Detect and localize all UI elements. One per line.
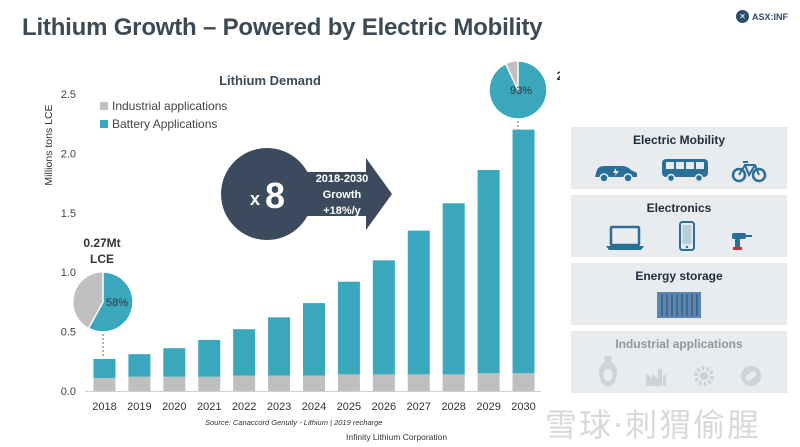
bar-industrial [337, 374, 360, 391]
panel-title: Electronics [646, 201, 712, 215]
y-tick-label: 2.0 [61, 148, 76, 160]
growth-multiplier: 8 [265, 175, 285, 216]
bar-industrial [442, 374, 465, 391]
bar-battery [477, 170, 500, 374]
growth-rate: +18%/y [323, 205, 361, 217]
asx-badge-label: ASX:INF [752, 11, 788, 22]
car-icon [594, 166, 637, 183]
slide-title: Lithium Growth – Powered by Electric Mob… [22, 14, 543, 41]
x-tick-label: 2024 [302, 401, 326, 413]
bar-industrial [407, 374, 430, 391]
growth-period: 2018-2030 [316, 173, 369, 185]
laptop-icon [605, 225, 644, 250]
bar-battery [128, 354, 151, 377]
x-tick-label: 2030 [511, 401, 535, 413]
asx-logo-icon: ✕ [736, 10, 749, 23]
growth-prefix: x [250, 189, 260, 209]
bar-battery [198, 339, 221, 377]
end-pie-battery-slice [488, 60, 548, 120]
container-battery-icon [657, 292, 701, 318]
pill-icon [740, 366, 761, 386]
footer-company: Infinity Lithium Corporation [346, 432, 448, 442]
start-pie-pct-label: 58% [106, 297, 128, 309]
phone-icon [679, 221, 695, 251]
x-tick-label: 2026 [372, 401, 396, 413]
vase-icon [599, 356, 618, 386]
start-pie-battery-slice [87, 271, 134, 333]
y-tick-label: 0.0 [61, 386, 76, 398]
bar-battery [512, 129, 535, 374]
bar-battery [233, 329, 256, 376]
watermark: 雪球·刺猬偷腥 [545, 406, 762, 444]
power-tool-icon [731, 233, 752, 250]
bar-industrial [477, 373, 500, 391]
x-tick-label: 2018 [92, 401, 116, 413]
bar-industrial [128, 376, 151, 391]
panel-title: Industrial applications [615, 337, 743, 351]
end-pie-pct-label: 93% [510, 85, 532, 97]
legend-label-battery: Battery Applications [112, 117, 217, 131]
y-axis-label: Millions tons LCE [43, 104, 55, 185]
x-tick-label: 2022 [232, 401, 256, 413]
legend-swatch-battery [100, 120, 108, 128]
growth-arrow [290, 158, 392, 230]
bar-industrial [198, 376, 221, 391]
bar-industrial [233, 375, 256, 391]
panel-electric-mobility: Electric Mobility [571, 127, 787, 189]
bar-battery [93, 358, 116, 378]
bar-industrial [303, 375, 325, 391]
end-total-label: 2.20 Mt [557, 69, 560, 83]
source-note: Source: Canaccord Genuity - Lithium | 20… [205, 418, 383, 427]
y-tick-label: 2.5 [61, 89, 76, 101]
growth-label: Growth [323, 189, 362, 201]
bar-battery [337, 281, 360, 375]
bus-icon [662, 159, 708, 183]
bar-battery [268, 317, 291, 376]
chart-title: Lithium Demand [219, 73, 321, 88]
x-tick-label: 2029 [476, 401, 500, 413]
x-tick-label: 2025 [337, 401, 361, 413]
y-tick-label: 1.0 [61, 267, 76, 279]
bar-industrial [268, 375, 291, 391]
x-tick-label: 2020 [162, 401, 186, 413]
y-tick-label: 0.5 [61, 327, 76, 339]
bar-battery [303, 303, 325, 376]
legend-label-industrial: Industrial applications [112, 99, 227, 113]
legend-swatch-industrial [100, 102, 108, 110]
panel-industrial-applications: Industrial applications [571, 331, 787, 393]
bar-battery [163, 348, 186, 377]
panel-electronics: Electronics [571, 195, 787, 257]
x-tick-label: 2028 [441, 401, 465, 413]
asx-badge: ✕ ASX:INF [736, 10, 788, 23]
gear-icon [693, 366, 714, 386]
y-tick-label: 1.5 [61, 208, 76, 220]
x-tick-label: 2023 [267, 401, 291, 413]
bicycle-icon [731, 161, 766, 183]
bar-battery [442, 203, 465, 375]
start-total-label: 0.27Mt [83, 236, 120, 250]
bar-battery [407, 230, 430, 375]
panel-energy-storage: Energy storage [571, 263, 787, 325]
factory-icon [646, 369, 667, 386]
lithium-demand-chart: 0.0 0.5 1.0 1.5 2.0 2.5 Millions tons LCE 2018 2… [43, 60, 560, 413]
x-tick-label: 2019 [127, 401, 151, 413]
start-unit-label: LCE [90, 252, 114, 266]
panel-title: Electric Mobility [632, 133, 726, 147]
x-tick-label: 2027 [407, 401, 431, 413]
growth-circle [221, 148, 313, 240]
x-tick-label: 2021 [197, 401, 221, 413]
bar-industrial [512, 373, 535, 391]
panel-title: Energy storage [635, 269, 723, 283]
bar-industrial [93, 377, 116, 391]
bar-battery [372, 260, 395, 375]
bar-industrial [372, 374, 395, 391]
bar-industrial [163, 376, 186, 391]
